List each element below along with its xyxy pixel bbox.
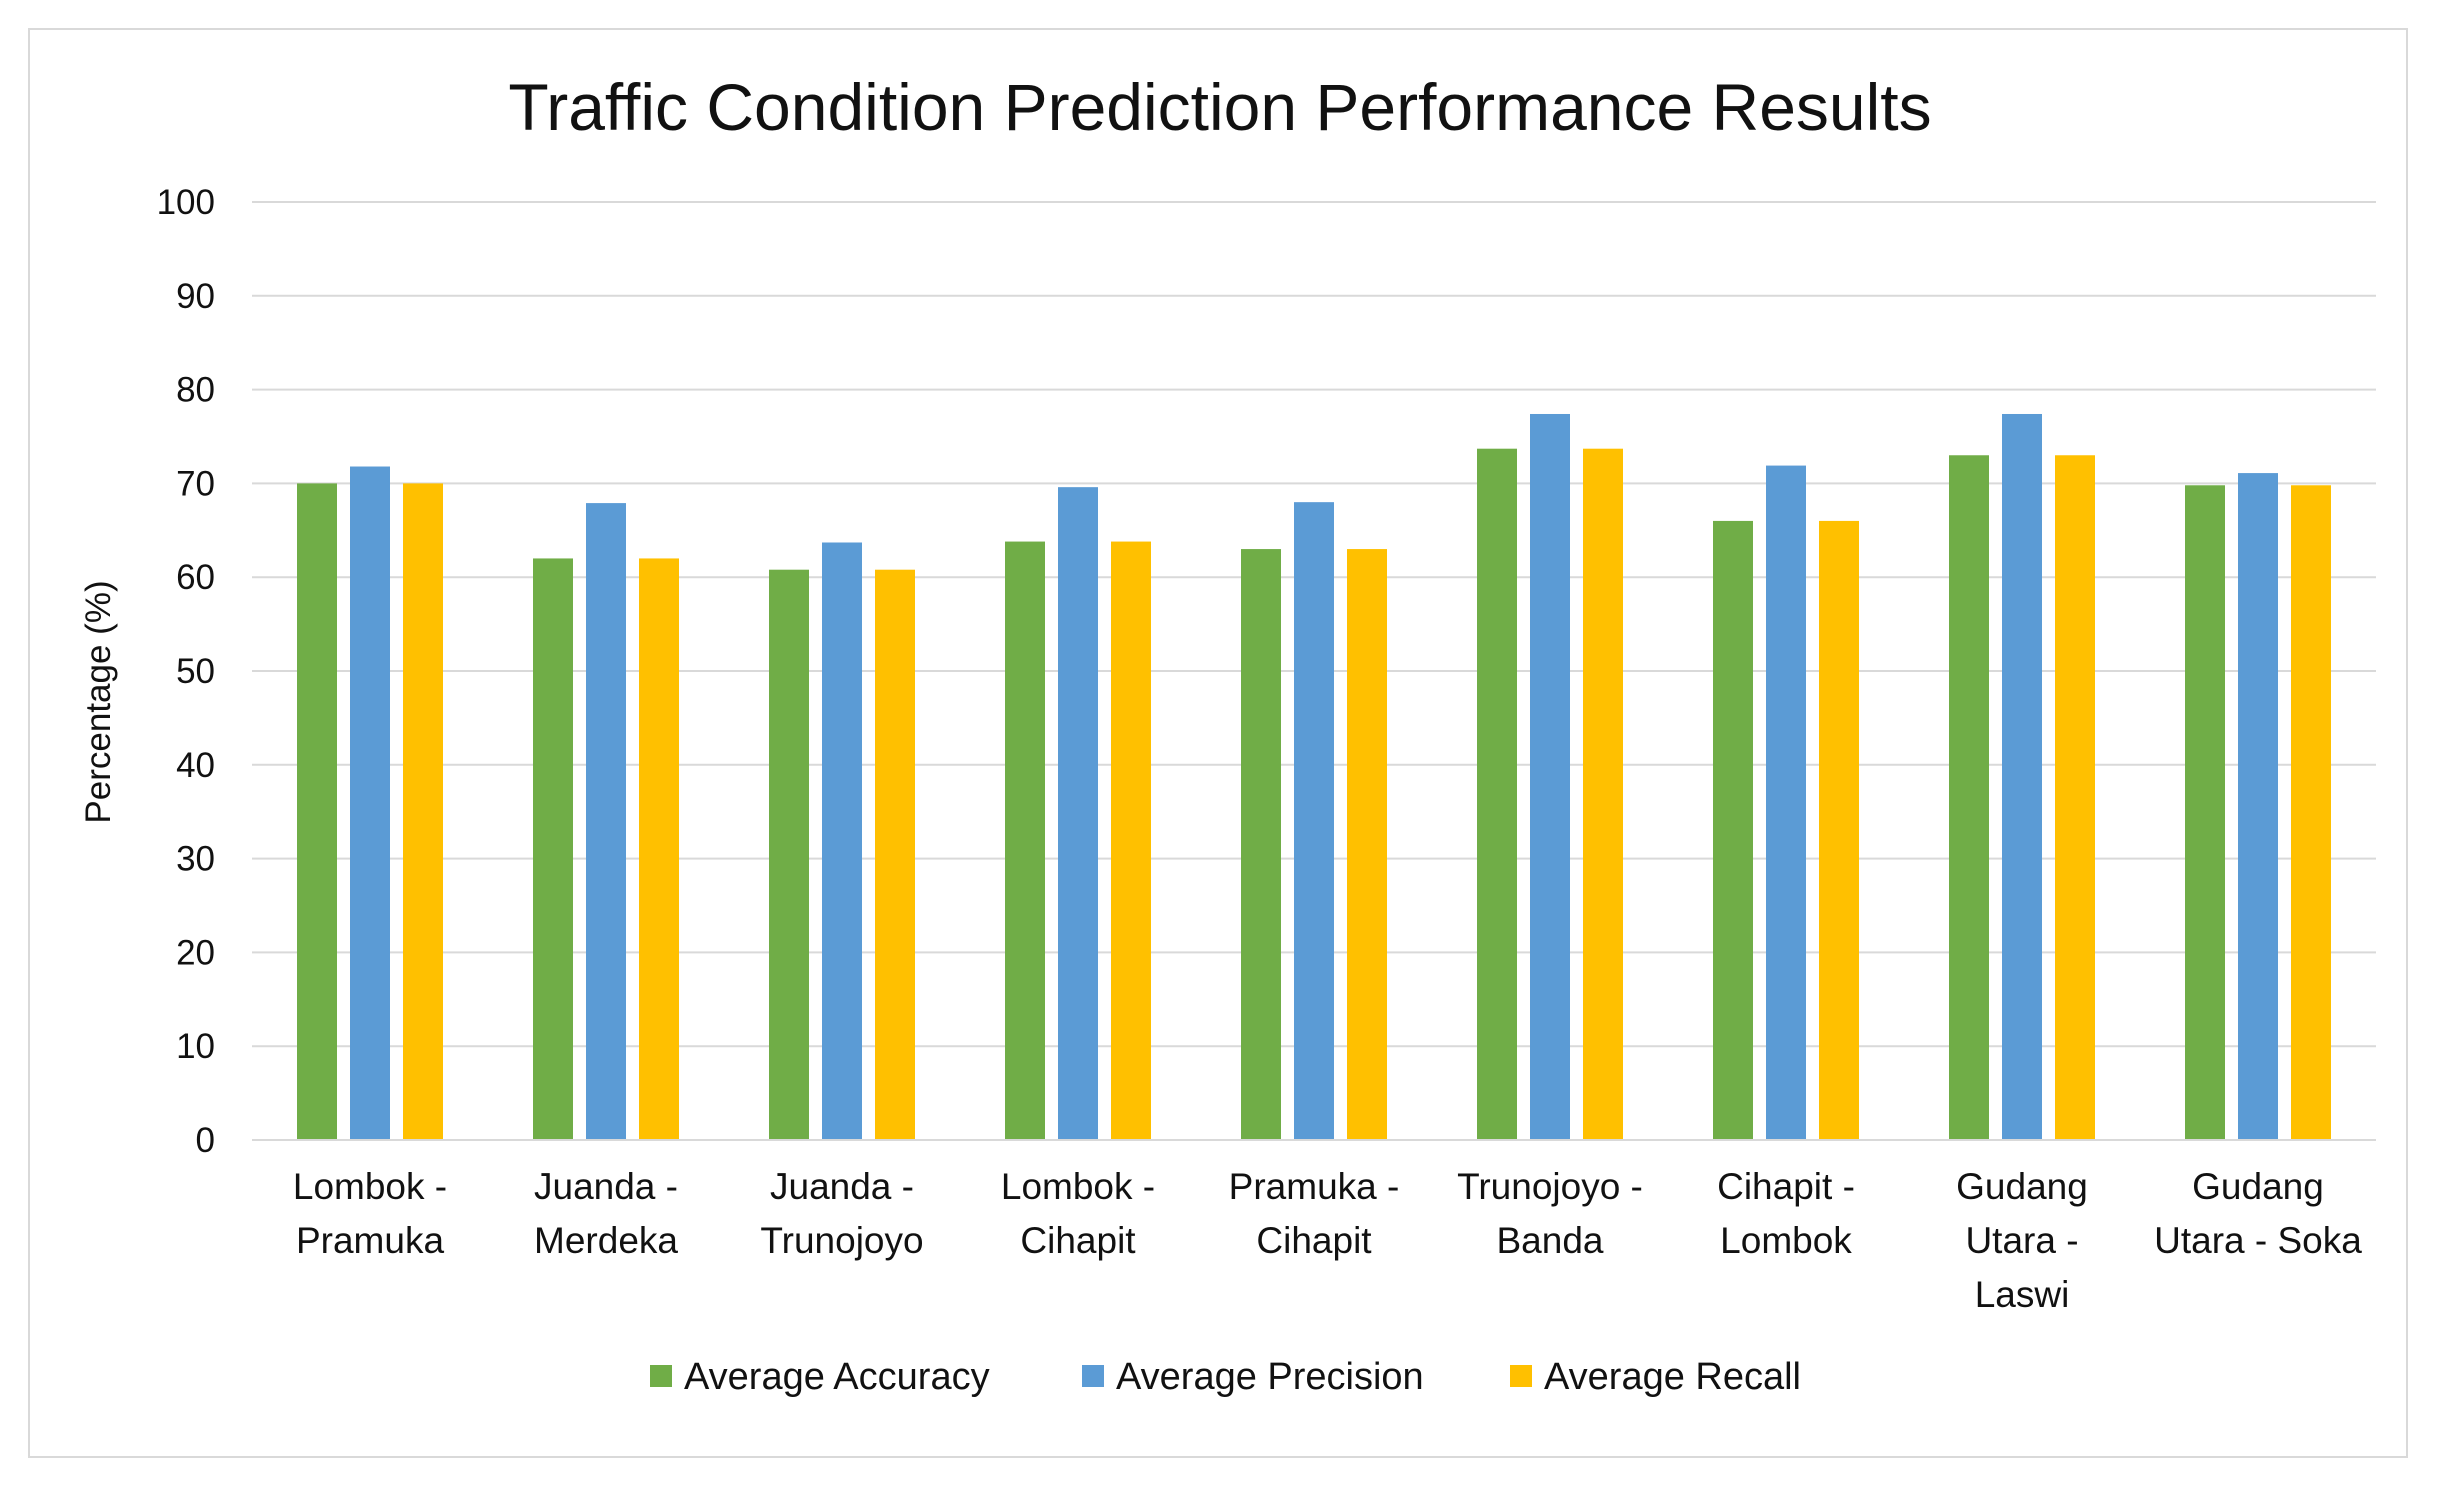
y-tick-label: 60 xyxy=(176,558,215,597)
bar-average-accuracy xyxy=(1949,455,1989,1140)
bar-average-recall xyxy=(1111,541,1151,1140)
bar-average-precision xyxy=(822,542,862,1140)
y-tick-label: 20 xyxy=(176,933,215,972)
x-category-label: Juanda -Trunojoyo xyxy=(760,1166,923,1261)
bar-average-accuracy xyxy=(769,569,809,1140)
y-axis-ticks: 0 10 20 30 40 50 60 70 80 90 100 xyxy=(157,183,215,1160)
bar-average-precision xyxy=(1766,465,1806,1140)
y-tick-label: 50 xyxy=(176,652,215,691)
bar-average-recall xyxy=(639,558,679,1140)
category-labels: Lombok -Pramuka Juanda -Merdeka Juanda -Tr… xyxy=(293,1166,2362,1315)
x-category-label: Pramuka -Cihapit xyxy=(1229,1166,1400,1261)
bar-average-precision xyxy=(1058,487,1098,1141)
legend: Average Accuracy Average Precision Average… xyxy=(650,1356,1801,1398)
legend-label: Average Precision xyxy=(1116,1356,1424,1398)
bar-average-recall xyxy=(1583,448,1623,1141)
x-category-label: Trunojoyo -Banda xyxy=(1457,1166,1643,1261)
bar-average-recall xyxy=(1819,520,1859,1140)
y-tick-label: 80 xyxy=(176,371,215,410)
bar-average-precision xyxy=(1530,413,1570,1140)
chart-title: Traffic Condition Prediction Performance… xyxy=(508,70,1931,144)
bars xyxy=(297,413,2331,1141)
chart-frame: Traffic Condition Prediction Performance… xyxy=(28,28,2408,1458)
x-category-label: Gudang Utara - Soka xyxy=(2154,1166,2362,1261)
bar-average-recall xyxy=(1347,549,1387,1140)
legend-swatch xyxy=(650,1365,672,1387)
bar-average-accuracy xyxy=(1713,520,1753,1140)
bar-average-precision xyxy=(2238,473,2278,1140)
x-category-label: Lombok -Pramuka xyxy=(293,1166,447,1261)
bar-average-accuracy xyxy=(1241,549,1281,1140)
bar-average-precision xyxy=(586,503,626,1140)
y-tick-label: 30 xyxy=(176,840,215,879)
y-tick-label: 0 xyxy=(196,1121,215,1160)
y-tick-label: 40 xyxy=(176,746,215,785)
bar-average-accuracy xyxy=(533,558,573,1140)
bar-average-accuracy xyxy=(297,483,337,1140)
bar-average-accuracy xyxy=(1477,448,1517,1141)
y-tick-label: 90 xyxy=(176,277,215,316)
bar-average-recall xyxy=(2055,455,2095,1140)
bar-average-precision xyxy=(1294,502,1334,1140)
y-tick-label: 100 xyxy=(157,183,215,222)
x-category-label: Lombok -Cihapit xyxy=(1001,1166,1155,1261)
y-tick-label: 10 xyxy=(176,1027,215,1066)
x-category-label: Cihapit -Lombok xyxy=(1717,1166,1855,1261)
legend-label: Average Recall xyxy=(1544,1356,1801,1398)
legend-label: Average Accuracy xyxy=(684,1356,990,1398)
x-category-label: Juanda -Merdeka xyxy=(534,1166,678,1261)
chart-svg: Traffic Condition Prediction Performance… xyxy=(79,70,2376,1398)
bar-average-precision xyxy=(2002,413,2042,1140)
bar-average-recall xyxy=(403,483,443,1140)
y-axis-title: Percentage (%) xyxy=(79,580,118,823)
bar-average-precision xyxy=(350,466,390,1140)
bar-average-accuracy xyxy=(2185,485,2225,1140)
bar-average-recall xyxy=(2291,485,2331,1140)
bar-average-accuracy xyxy=(1005,541,1045,1140)
legend-swatch xyxy=(1082,1365,1104,1387)
x-category-label: Gudang Utara -Laswi xyxy=(1956,1166,2088,1315)
bar-average-recall xyxy=(875,569,915,1140)
y-tick-label: 70 xyxy=(176,464,215,503)
legend-swatch xyxy=(1510,1365,1532,1387)
